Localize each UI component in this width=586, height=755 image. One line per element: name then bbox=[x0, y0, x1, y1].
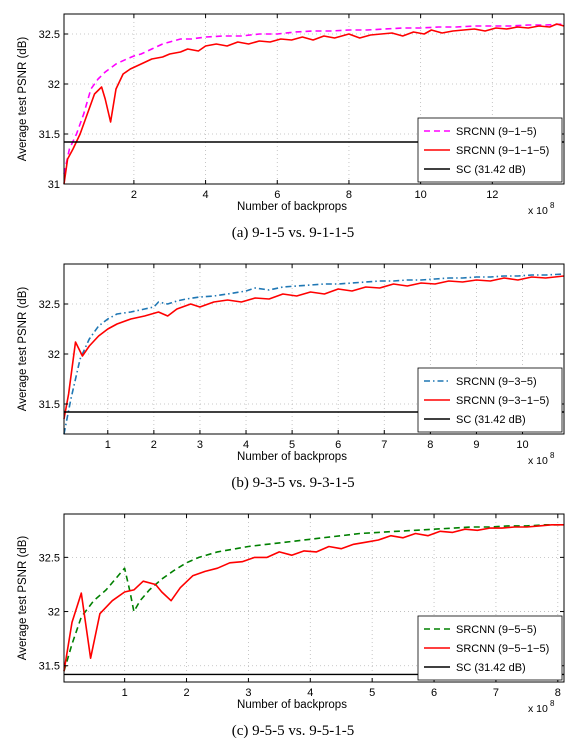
legend: SRCNN (9−5−5) SRCNN (9−5−1−5) SC (31.42 dB… bbox=[417, 615, 563, 681]
x-tick-label: 3 bbox=[197, 439, 203, 451]
series-line-2 bbox=[63, 523, 564, 672]
x-tick-label: 7 bbox=[381, 439, 387, 451]
y-tick-label: 31.5 bbox=[39, 661, 60, 673]
y-axis-label: Average test PSNR (dB) bbox=[17, 287, 29, 412]
x-tick-label: 10 bbox=[516, 439, 528, 451]
y-tick-label: 32 bbox=[48, 79, 60, 91]
series-line-1 bbox=[63, 523, 564, 672]
x-tick-label: 2 bbox=[183, 687, 189, 699]
x-tick-label: 10 bbox=[415, 189, 427, 201]
x-tick-label: 5 bbox=[289, 439, 295, 451]
series-line-1 bbox=[63, 23, 565, 175]
x-multiplier-label: x 10 bbox=[528, 205, 548, 217]
x-tick-label: 5 bbox=[369, 687, 375, 699]
chart-panel-3: 1 2 3 4 5 6 7 8 31.5 32 32.5 Number of backprops Ave… bbox=[17, 513, 565, 739]
y-tick-label: 32 bbox=[48, 607, 60, 619]
plot-frame bbox=[63, 513, 565, 683]
chart-panel-2: 1 2 3 4 5 6 7 8 9 10 31.5 32 32.5 Number of backprops… bbox=[17, 263, 565, 491]
x-axis-label: Number of backprops bbox=[237, 201, 347, 213]
x-tick-label: 8 bbox=[427, 439, 433, 451]
y-tick-label: 31.5 bbox=[39, 129, 60, 141]
legend-label-1: SRCNN (9−3−5) bbox=[456, 376, 537, 388]
x-tick-label: 4 bbox=[243, 439, 249, 451]
x-tick-label: 9 bbox=[473, 439, 479, 451]
legend-label-2: SRCNN (9−1−1−5) bbox=[456, 145, 549, 157]
series-line-2 bbox=[63, 275, 565, 420]
legend-label-3: SC (31.42 dB) bbox=[456, 414, 526, 426]
x-tick-label: 2 bbox=[131, 189, 137, 201]
y-tick-label: 32.5 bbox=[39, 299, 60, 311]
legend: SRCNN (9−1−5) SRCNN (9−1−1−5) SC (31.42 dB… bbox=[417, 117, 563, 183]
legend-label-1: SRCNN (9−1−5) bbox=[456, 126, 537, 138]
x-multiplier-label: x 10 bbox=[528, 455, 548, 467]
figure-caption: (a) 9-1-5 vs. 9-1-1-5 bbox=[232, 225, 354, 241]
figure-caption: (c) 9-5-5 vs. 9-5-1-5 bbox=[232, 723, 354, 739]
x-tick-label: 1 bbox=[105, 439, 111, 451]
y-tick-label: 31.5 bbox=[39, 399, 60, 411]
y-axis-label: Average test PSNR (dB) bbox=[17, 536, 29, 661]
x-tick-label: 6 bbox=[274, 189, 280, 201]
x-tick-label: 2 bbox=[151, 439, 157, 451]
x-multiplier-exponent: 8 bbox=[550, 451, 555, 460]
x-tick-label: 6 bbox=[335, 439, 341, 451]
legend-label-2: SRCNN (9−5−1−5) bbox=[456, 643, 549, 655]
series-line-2 bbox=[63, 23, 565, 185]
legend: SRCNN (9−3−5) SRCNN (9−3−1−5) SC (31.42 dB… bbox=[417, 367, 563, 433]
y-tick-label: 32.5 bbox=[39, 552, 60, 564]
x-multiplier-exponent: 8 bbox=[550, 201, 555, 210]
x-tick-label: 6 bbox=[431, 687, 437, 699]
legend-label-3: SC (31.42 dB) bbox=[456, 662, 526, 674]
x-tick-label: 4 bbox=[307, 687, 313, 699]
x-multiplier-exponent: 8 bbox=[550, 699, 555, 708]
x-tick-label: 12 bbox=[486, 189, 498, 201]
legend-label-3: SC (31.42 dB) bbox=[456, 164, 526, 176]
figure-caption: (b) 9-3-5 vs. 9-3-1-5 bbox=[231, 475, 354, 491]
x-tick-label: 8 bbox=[555, 687, 561, 699]
x-tick-label: 1 bbox=[122, 687, 128, 699]
x-axis-label: Number of backprops bbox=[237, 451, 347, 463]
x-tick-label: 8 bbox=[346, 189, 352, 201]
plot-frame bbox=[63, 263, 565, 435]
y-tick-label: 32 bbox=[48, 349, 60, 361]
x-axis-label: Number of backprops bbox=[237, 699, 347, 711]
chart-panel-1: 2 4 6 8 10 12 31 31.5 32 32.5 Number of backprops A… bbox=[17, 13, 565, 241]
plot-frame bbox=[63, 13, 565, 185]
y-tick-label: 32.5 bbox=[39, 29, 60, 41]
legend-label-2: SRCNN (9−3−1−5) bbox=[456, 395, 549, 407]
legend-label-1: SRCNN (9−5−5) bbox=[456, 624, 537, 636]
y-axis-label: Average test PSNR (dB) bbox=[17, 37, 29, 162]
x-tick-label: 7 bbox=[493, 687, 499, 699]
y-tick-label: 31 bbox=[48, 179, 60, 191]
x-multiplier-label: x 10 bbox=[528, 703, 548, 715]
x-tick-label: 3 bbox=[245, 687, 251, 699]
x-tick-label: 4 bbox=[203, 189, 209, 201]
